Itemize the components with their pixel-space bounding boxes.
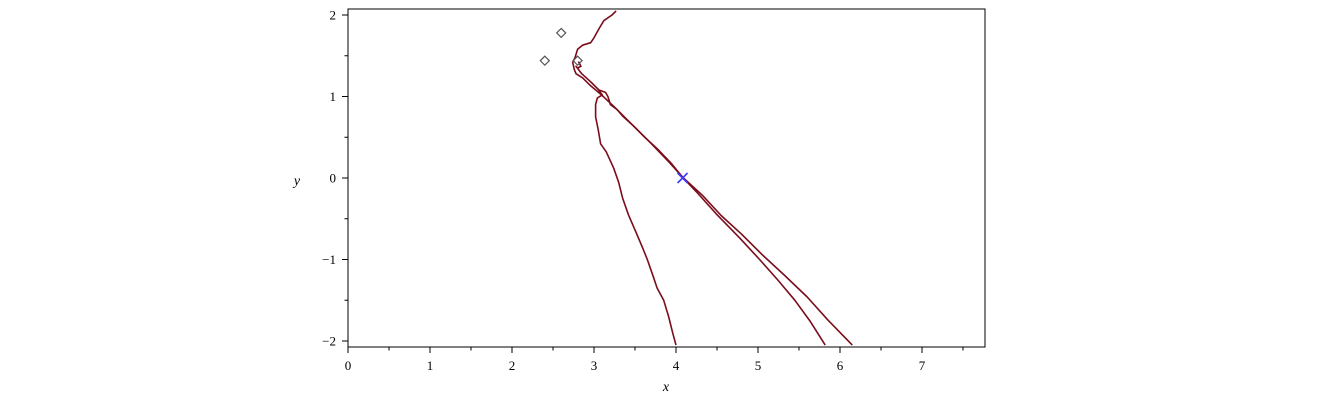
cross-stroke (676, 172, 689, 184)
x-axis-ticks: 0 1 2 3 4 5 6 7 (345, 347, 964, 373)
plot-frame (347, 8, 986, 348)
x-tick-label: 3 (591, 358, 598, 373)
x-tick-label: 7 (919, 358, 926, 373)
x-tick-label: 5 (755, 358, 762, 373)
x-axis-title: x (662, 380, 670, 395)
x-tick-label: 2 (509, 358, 516, 373)
y-tick-label: −2 (322, 334, 336, 349)
diamond-marker-2 (539, 55, 551, 66)
y-tick-label: 1 (330, 89, 337, 104)
x-tick-label: 0 (345, 358, 352, 373)
y-tick-label: 2 (330, 8, 337, 23)
y-tick-label: 0 (330, 171, 337, 186)
curve-1 (571, 10, 826, 346)
y-axis-ticks: 2 1 0 −1 −2 (322, 8, 348, 349)
cross-marker (676, 172, 689, 184)
diamond-marker-1 (555, 27, 567, 39)
markers-layer (539, 27, 689, 184)
y-tick-label: −1 (322, 252, 336, 267)
x-tick-label: 1 (427, 358, 434, 373)
diamond-marker-3 (572, 55, 583, 66)
x-tick-label: 4 (673, 358, 680, 373)
curve-3 (594, 88, 677, 346)
x-tick-label: 6 (837, 358, 844, 373)
curves-layer (571, 10, 853, 346)
y-axis-title: y (292, 174, 301, 189)
curve-2 (575, 61, 853, 346)
